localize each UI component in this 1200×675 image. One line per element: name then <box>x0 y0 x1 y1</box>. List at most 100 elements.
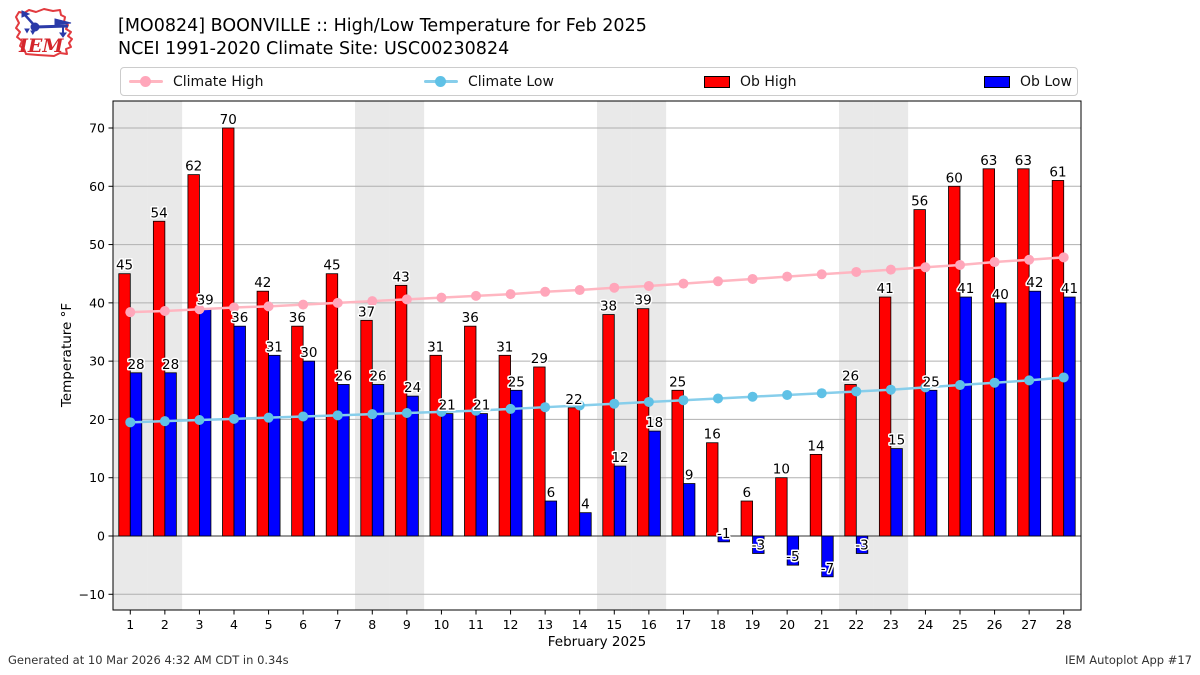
x-tick-label: 10 <box>433 617 449 632</box>
climate-low-swatch-icon <box>424 76 458 88</box>
ob-high-bar <box>706 442 719 537</box>
climate-low-marker <box>263 412 274 423</box>
climate-high-marker <box>678 278 689 289</box>
climate-high-marker <box>989 257 1000 268</box>
bar-value-label: 42 <box>254 275 271 291</box>
ob-low-bar <box>337 384 350 537</box>
bar-value-label: 18 <box>646 415 663 431</box>
bar-value-label: 37 <box>358 304 375 320</box>
bar-value-label: 43 <box>393 269 410 285</box>
ob-high-bar <box>464 325 477 537</box>
y-axis-title: Temperature °F <box>59 302 75 408</box>
climate-high-marker <box>816 269 827 280</box>
x-tick-label: 1 <box>126 617 134 632</box>
bar-value-label: 6 <box>743 485 752 501</box>
climate-high-marker <box>643 280 654 291</box>
ob-low-bar <box>302 360 316 537</box>
ob-low-bar <box>994 302 1007 537</box>
climate-low-marker <box>574 400 585 411</box>
legend-item-climate-low: Climate Low <box>424 68 554 95</box>
climate-low-marker <box>1058 372 1069 383</box>
bar-value-label: 60 <box>946 170 963 186</box>
x-tick-label: 3 <box>195 617 203 632</box>
climate-high-marker <box>574 285 585 296</box>
climate-low-marker <box>298 411 309 422</box>
climate-low-marker <box>505 403 516 414</box>
bar-value-label: 36 <box>231 310 248 326</box>
climate-low-marker <box>782 389 793 400</box>
y-tick-label: 60 <box>89 179 105 194</box>
bar-value-label: 41 <box>877 281 894 297</box>
ob-high-swatch-icon <box>704 75 730 88</box>
bar-value-label: 26 <box>842 368 859 384</box>
ob-high-bar <box>878 296 892 537</box>
legend-label: Ob High <box>740 73 797 90</box>
bar-value-label: 21 <box>473 398 490 414</box>
legend-label: Climate Low <box>468 73 554 90</box>
climate-low-marker <box>885 384 896 395</box>
ob-low-bar <box>268 354 281 537</box>
ob-low-bar <box>821 535 834 578</box>
climate-low-marker <box>540 402 551 413</box>
climate-high-swatch-icon <box>129 76 163 88</box>
x-tick-label: 9 <box>403 617 411 632</box>
legend-item-ob-low: Ob Low <box>984 68 1072 95</box>
climate-high-marker <box>713 276 723 287</box>
logo-text: IEM <box>18 35 64 57</box>
climate-low-marker <box>159 416 170 427</box>
bar-value-label: -1 <box>717 526 730 542</box>
bar-value-label: 39 <box>635 293 652 309</box>
climate-high-marker <box>436 292 447 303</box>
x-tick-label: 24 <box>917 617 933 632</box>
climate-high-marker <box>505 289 516 300</box>
climate-low-marker <box>955 380 965 391</box>
ob-high-bar <box>222 127 235 537</box>
bar-value-label: 29 <box>531 351 548 367</box>
y-tick-label: 0 <box>97 529 105 544</box>
x-tick-label: 13 <box>537 617 553 632</box>
x-tick-label: 11 <box>468 617 484 632</box>
ob-high-bar <box>360 319 373 537</box>
climate-high-marker <box>229 302 239 313</box>
climate-low-marker <box>401 408 412 419</box>
app-credit: IEM Autoplot App #17 <box>1064 653 1192 667</box>
y-tick-label: 70 <box>89 120 105 135</box>
ob-low-bar <box>890 448 903 537</box>
bar-value-label: 26 <box>335 368 352 384</box>
bar-value-label: 70 <box>220 112 237 128</box>
ob-high-bar <box>152 220 166 537</box>
ob-high-bar <box>775 477 788 537</box>
bar-value-label: 38 <box>600 299 617 315</box>
ob-high-bar <box>844 384 857 537</box>
bar-value-label: 4 <box>581 497 590 513</box>
bar-value-label: 31 <box>427 339 444 355</box>
climate-low-marker <box>229 413 239 424</box>
x-tick-label: 20 <box>779 617 795 632</box>
bar-value-label: -3 <box>752 537 765 553</box>
climate-low-marker <box>1024 375 1035 386</box>
ob-low-swatch-icon <box>984 75 1010 88</box>
ob-high-bar <box>567 407 581 537</box>
y-tick-label: 10 <box>89 470 105 485</box>
climate-low-marker <box>471 405 481 416</box>
iem-logo-icon: IEM <box>15 8 73 57</box>
x-tick-label: 5 <box>265 617 273 632</box>
x-axis-title: February 2025 <box>547 634 647 650</box>
climate-high-marker <box>298 299 309 310</box>
ob-high-bar <box>636 308 650 537</box>
x-tick-label: 21 <box>814 617 830 632</box>
ob-low-bar <box>164 372 177 537</box>
x-tick-label: 28 <box>1056 617 1072 632</box>
bar-value-label: 26 <box>369 368 386 384</box>
climate-high-marker <box>401 294 412 305</box>
legend-item-climate-high: Climate High <box>129 68 264 95</box>
ob-high-bar <box>948 185 961 537</box>
climate-high-marker <box>125 307 136 318</box>
bar-value-label: 25 <box>923 374 940 390</box>
climate-low-marker <box>332 410 343 421</box>
bar-value-label: 39 <box>197 293 214 309</box>
y-tick-label: 30 <box>89 354 105 369</box>
climate-low-marker <box>851 386 862 397</box>
ob-low-bar <box>233 325 246 537</box>
ob-low-bar <box>925 389 938 537</box>
